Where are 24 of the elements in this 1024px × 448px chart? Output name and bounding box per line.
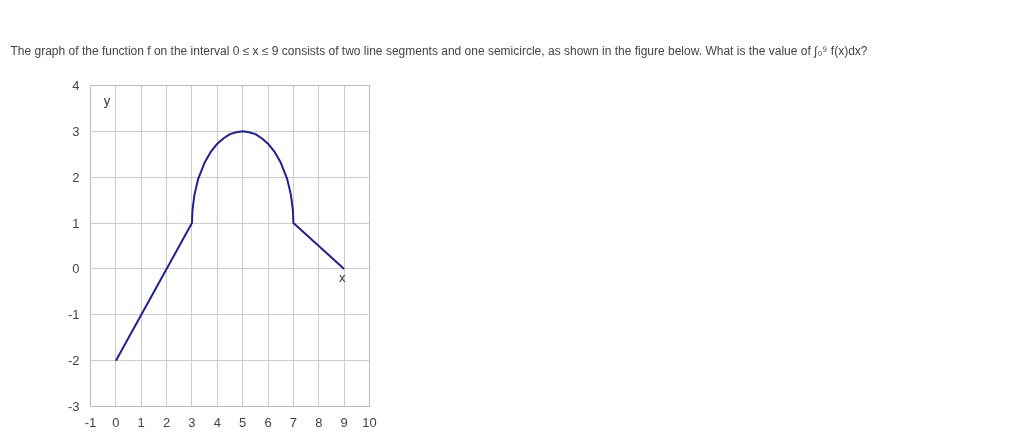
y-tick-label: 4 [72, 78, 80, 93]
y-tick-label: 0 [72, 261, 80, 277]
x-tick-label: 9 [340, 414, 348, 430]
line-series [114, 130, 346, 362]
y-tick-label: -3 [67, 399, 80, 414]
y-tick-label: 3 [72, 123, 80, 139]
y-tick-label: 2 [72, 169, 80, 185]
x-tick-label: 8 [315, 414, 323, 430]
x-tick-label: 6 [264, 414, 272, 430]
y-tick-label: -2 [67, 353, 80, 369]
x-tick-label: 5 [239, 414, 247, 430]
x-tick-label: 7 [289, 414, 298, 430]
x-tick-label: -1 [84, 414, 97, 430]
x-tick-label: 10 [362, 414, 377, 430]
x-tick-label: 0 [112, 414, 120, 430]
x-axis-title: x [339, 269, 347, 285]
y-tick-label: 1 [72, 215, 80, 231]
x-tick-label: 3 [188, 414, 196, 430]
y-tick-label: -1 [67, 307, 80, 323]
x-tick-label: 2 [162, 414, 171, 430]
x-tick-label: 4 [213, 414, 221, 430]
text: The graph of the function f on the interval 0 ≤ x ≤ 9 consists of two line segments and one semicircle, as shown in the figure below. What is the value of ∫₀⁹ f(x)dx? [10, 44, 868, 58]
y-axis-title: y [103, 93, 111, 109]
x-tick-label: 1 [137, 414, 145, 430]
